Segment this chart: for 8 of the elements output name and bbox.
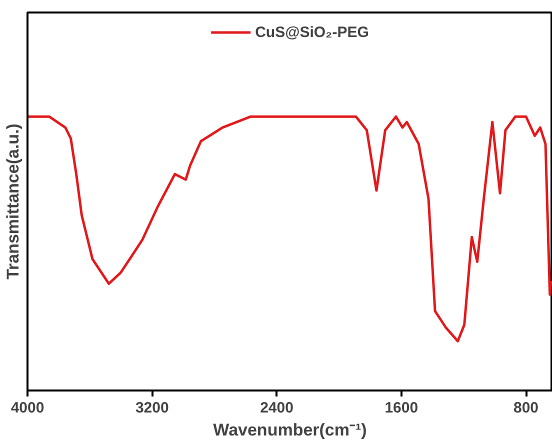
- x-axis-title: Wavenumber(cm⁻¹): [213, 420, 367, 440]
- legend-label: CuS@SiO₂-PEG: [255, 24, 369, 40]
- x-tick-label: 1600: [384, 400, 418, 416]
- y-axis-title: Transmittance(a.u.): [4, 124, 22, 280]
- x-tick-label: 4000: [10, 400, 44, 416]
- x-tick-label: 2400: [260, 400, 294, 416]
- x-tick-label: 800: [514, 400, 539, 416]
- x-tick-label: 3200: [135, 400, 169, 416]
